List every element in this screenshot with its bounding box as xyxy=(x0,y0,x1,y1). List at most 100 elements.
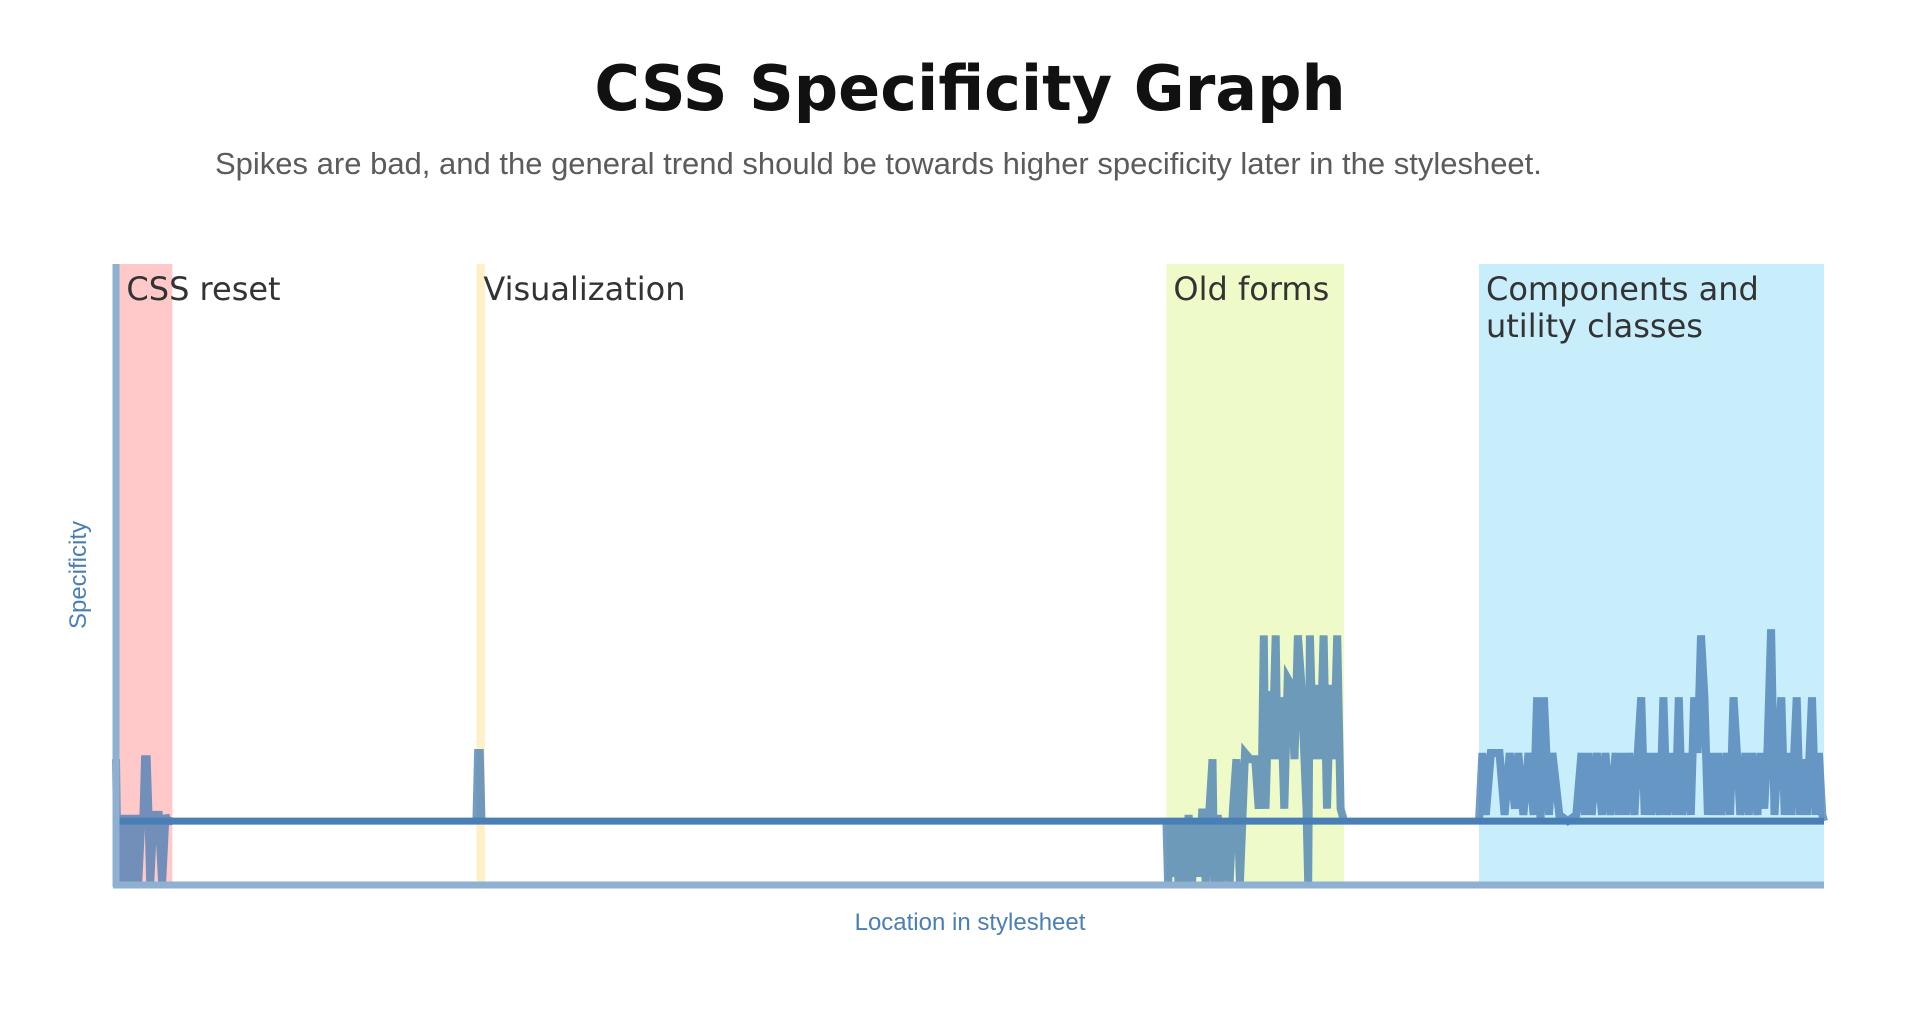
data-point xyxy=(1202,808,1203,809)
data-point xyxy=(1796,697,1797,698)
data-point xyxy=(1678,697,1679,698)
data-point xyxy=(1806,814,1807,815)
data-point xyxy=(1504,814,1505,815)
data-point xyxy=(148,814,149,815)
data-point xyxy=(1528,753,1529,754)
data-point xyxy=(1711,753,1712,754)
data-point xyxy=(1791,814,1792,815)
data-point xyxy=(1344,821,1345,822)
data-point xyxy=(1263,635,1264,636)
data-point xyxy=(1173,876,1174,877)
data-point xyxy=(1559,814,1560,815)
data-point xyxy=(1567,821,1568,822)
data-point xyxy=(1704,697,1705,698)
region-band-1 xyxy=(476,264,485,883)
region-label-0: CSS reset xyxy=(126,270,280,308)
data-point xyxy=(1784,814,1785,815)
data-point xyxy=(1268,691,1269,692)
data-point xyxy=(1584,814,1585,815)
data-point xyxy=(1176,821,1177,822)
data-point xyxy=(476,821,477,822)
data-point xyxy=(1327,808,1328,809)
region-label-line: Components and xyxy=(1486,270,1759,308)
data-point xyxy=(145,759,146,760)
data-point xyxy=(1250,759,1251,760)
data-point xyxy=(1622,753,1623,754)
chart-subtitle: Spikes are bad, and the general trend sh… xyxy=(215,146,1542,181)
data-point xyxy=(1591,814,1592,815)
data-point xyxy=(1316,684,1317,685)
data-point xyxy=(1537,697,1538,698)
data-point xyxy=(1482,753,1483,754)
data-point xyxy=(1610,814,1611,815)
data-point xyxy=(1718,753,1719,754)
data-point xyxy=(1188,814,1189,815)
data-point xyxy=(1576,814,1577,815)
data-point xyxy=(1226,821,1227,822)
data-point xyxy=(1287,678,1288,679)
data-point xyxy=(1777,753,1778,754)
data-point xyxy=(1255,759,1256,760)
data-point xyxy=(1767,746,1768,747)
data-point xyxy=(1602,814,1603,815)
data-point xyxy=(1181,821,1182,822)
data-point xyxy=(1690,814,1691,815)
data-point xyxy=(1171,821,1172,822)
data-point xyxy=(158,814,159,815)
data-point xyxy=(1818,753,1819,754)
region-label-line: utility classes xyxy=(1486,307,1703,345)
data-point xyxy=(1721,814,1722,815)
data-point xyxy=(1330,684,1331,685)
data-point xyxy=(1726,753,1727,754)
data-point xyxy=(1707,814,1708,815)
data-point xyxy=(1309,635,1310,636)
data-point xyxy=(122,814,123,815)
data-point xyxy=(1740,814,1741,815)
data-point xyxy=(1651,814,1652,815)
data-point xyxy=(1764,808,1765,809)
data-point xyxy=(1277,759,1278,760)
data-point xyxy=(1760,753,1761,754)
data-point xyxy=(1771,629,1772,630)
x-axis-label: Location in stylesheet xyxy=(855,909,1086,936)
data-point xyxy=(1714,814,1715,815)
data-point xyxy=(1549,814,1550,815)
data-point xyxy=(1294,759,1295,760)
region-label-1: Visualization xyxy=(483,270,685,308)
data-point xyxy=(167,821,168,822)
data-point xyxy=(134,814,135,815)
data-point xyxy=(1233,808,1234,809)
series-line-segment xyxy=(112,755,173,887)
region-label-3: Components and utility classes xyxy=(1486,270,1759,345)
data-point xyxy=(153,814,154,815)
data-point xyxy=(1733,697,1734,698)
data-point xyxy=(1800,814,1801,815)
y-axis-label: Specificity xyxy=(65,521,92,629)
data-point xyxy=(1209,814,1210,815)
data-point xyxy=(128,814,129,815)
data-point xyxy=(172,821,173,822)
data-point xyxy=(1499,753,1500,754)
data-point xyxy=(1682,814,1683,815)
data-point xyxy=(1313,759,1314,760)
data-point xyxy=(1788,753,1789,754)
data-point xyxy=(1781,697,1782,698)
data-point xyxy=(1320,759,1321,760)
data-point xyxy=(1198,876,1199,877)
data-point xyxy=(1217,814,1218,815)
data-point xyxy=(1337,635,1338,636)
data-point xyxy=(1687,753,1688,754)
data-point xyxy=(1596,753,1597,754)
data-point xyxy=(1552,753,1553,754)
data-point xyxy=(1297,635,1298,636)
data-point xyxy=(478,753,479,754)
data-point xyxy=(1333,759,1334,760)
data-point xyxy=(1752,753,1753,754)
data-point xyxy=(1323,635,1324,636)
data-point xyxy=(1195,821,1196,822)
data-point xyxy=(1701,635,1702,636)
data-point xyxy=(1258,808,1259,809)
data-point xyxy=(1272,759,1273,760)
data-point xyxy=(165,814,166,815)
data-point xyxy=(1615,753,1616,754)
